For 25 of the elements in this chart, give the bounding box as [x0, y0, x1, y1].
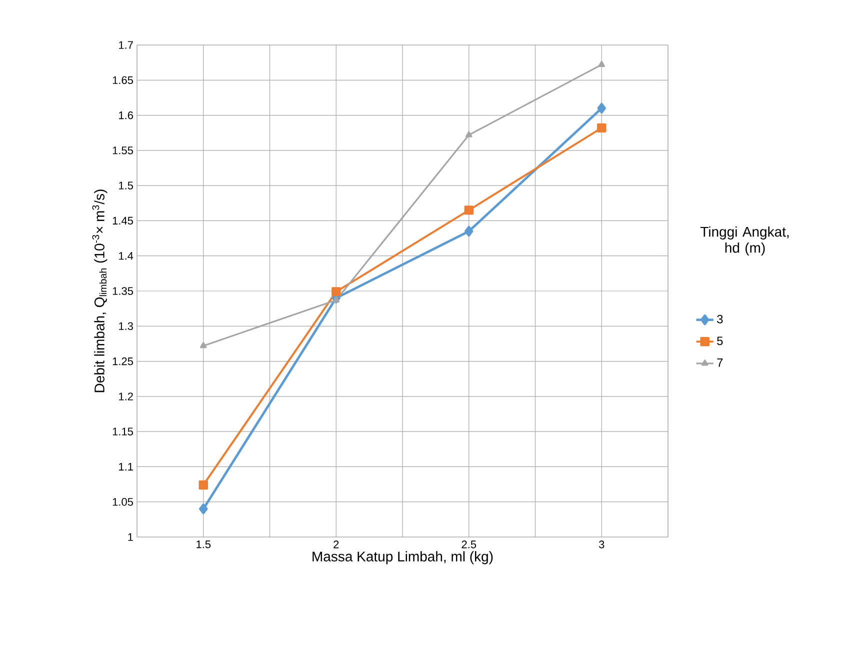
- y-tick-label: 1.15: [112, 428, 133, 436]
- y-tick-label: 1.3: [119, 322, 133, 330]
- y-tick-label: 1.4: [119, 252, 134, 260]
- y-tick-label: 1.65: [112, 76, 133, 84]
- x-tick-label: 3: [598, 540, 604, 548]
- y-tick-label: 1.6: [119, 111, 133, 120]
- y-tick-label: 1: [128, 533, 133, 541]
- y-tick-label: 1.7: [119, 41, 133, 49]
- y-tick-label: 1.5: [119, 182, 133, 190]
- x-tick-label: 1.5: [196, 540, 211, 548]
- legend-label: 3: [717, 314, 723, 324]
- x-tick-label: 2.5: [462, 540, 476, 548]
- y-tick-label: 1.05: [112, 498, 133, 506]
- y-tick-label: 1.1: [119, 462, 133, 470]
- y-axis-title: Debit limbah, Q$_{limbah}$ (10$^{-3}$× m$^{3}$/s): [92, 190, 108, 392]
- legend-title: Tinggi Angkat, hd (m): [700, 226, 789, 256]
- y-tick-label: 1.45: [112, 216, 133, 225]
- y-tick-label: 1.55: [112, 146, 133, 154]
- y-tick-label: 1.2: [119, 392, 133, 400]
- x-axis-title: Massa Katup Limbah, ml (kg): [312, 551, 493, 564]
- legend-label: 7: [717, 358, 723, 367]
- y-tick-label: 1.35: [112, 287, 133, 295]
- legend-label: 5: [717, 336, 723, 346]
- x-tick-label: 2: [334, 540, 339, 548]
- y-tick-label: 1.25: [112, 357, 133, 366]
